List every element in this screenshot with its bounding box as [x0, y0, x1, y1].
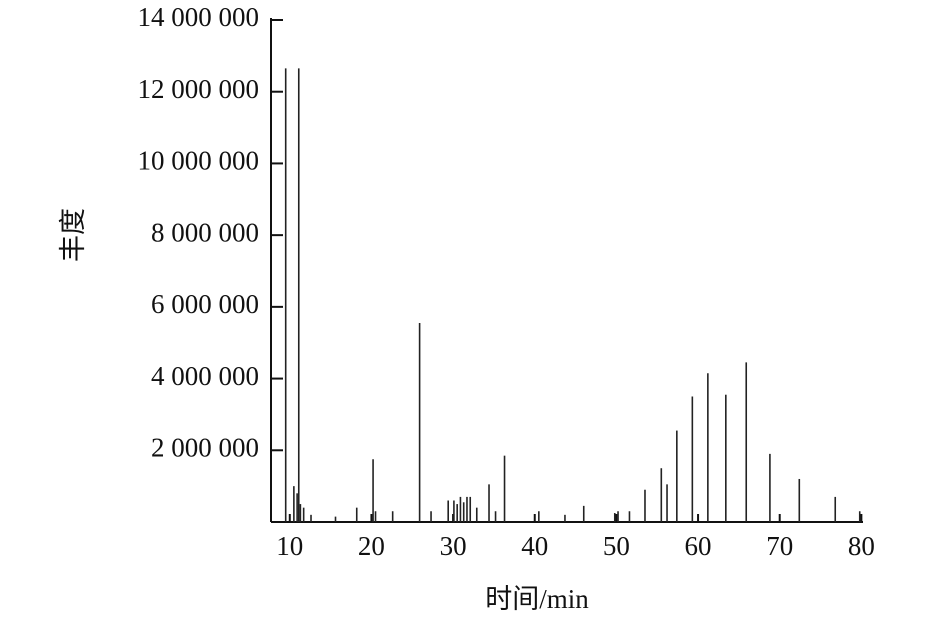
x-axis-label: 时间/min — [485, 584, 589, 614]
y-tick-label: 2 000 000 — [151, 432, 259, 462]
x-tick-label: 30 — [440, 531, 467, 561]
y-tick-label: 4 000 000 — [151, 361, 259, 391]
x-tick-label: 60 — [685, 531, 712, 561]
y-tick-label: 6 000 000 — [151, 289, 259, 319]
x-tick-label: 70 — [766, 531, 793, 561]
y-axis-label: 丰度 — [58, 208, 88, 262]
y-tick-label: 10 000 000 — [138, 146, 260, 176]
y-tick-label: 12 000 000 — [138, 74, 260, 104]
x-tick-label: 50 — [603, 531, 630, 561]
x-tick-label: 10 — [276, 531, 303, 561]
x-tick-label: 20 — [358, 531, 385, 561]
y-tick-label: 14 000 000 — [138, 2, 260, 32]
x-tick-label: 40 — [521, 531, 548, 561]
y-tick-label: 8 000 000 — [151, 217, 259, 247]
x-tick-label: 80 — [848, 531, 875, 561]
